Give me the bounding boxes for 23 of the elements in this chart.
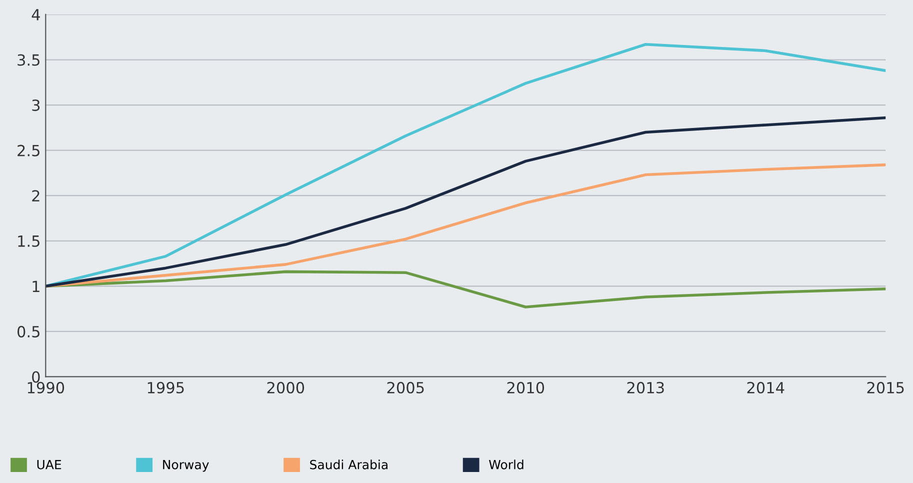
y-tick-label: 1.5 — [18, 236, 40, 247]
x-tick-label: 1990 — [28, 382, 64, 394]
y-tick-label: 2.5 — [18, 144, 40, 156]
x-tick-label: 2014 — [747, 382, 784, 394]
line-series — [46, 116, 886, 288]
y-tick-label: 2 — [32, 190, 40, 202]
legend-label: UAE — [37, 460, 62, 470]
legend-label: World — [489, 460, 524, 470]
x-tick-label: 2010 — [507, 382, 544, 394]
y-tick-label: 3 — [32, 100, 40, 112]
y-tick-label: 1 — [32, 280, 40, 292]
x-tick-label: 2013 — [627, 382, 664, 394]
y-tick-label: 0.5 — [18, 326, 40, 338]
y-tick-label: 0 — [32, 371, 40, 383]
legend-label: Saudi Arabia — [310, 460, 388, 470]
x-tick-label: 1995 — [148, 382, 184, 394]
y-tick-label: 4 — [32, 9, 40, 20]
line-series — [46, 163, 886, 288]
y-tick-label: 3.5 — [18, 54, 40, 66]
x-tick-label: 2005 — [387, 382, 424, 394]
x-tick-label: 2000 — [267, 382, 304, 394]
legend-label: Norway — [163, 460, 209, 472]
x-tick-label: 2015 — [867, 382, 904, 394]
